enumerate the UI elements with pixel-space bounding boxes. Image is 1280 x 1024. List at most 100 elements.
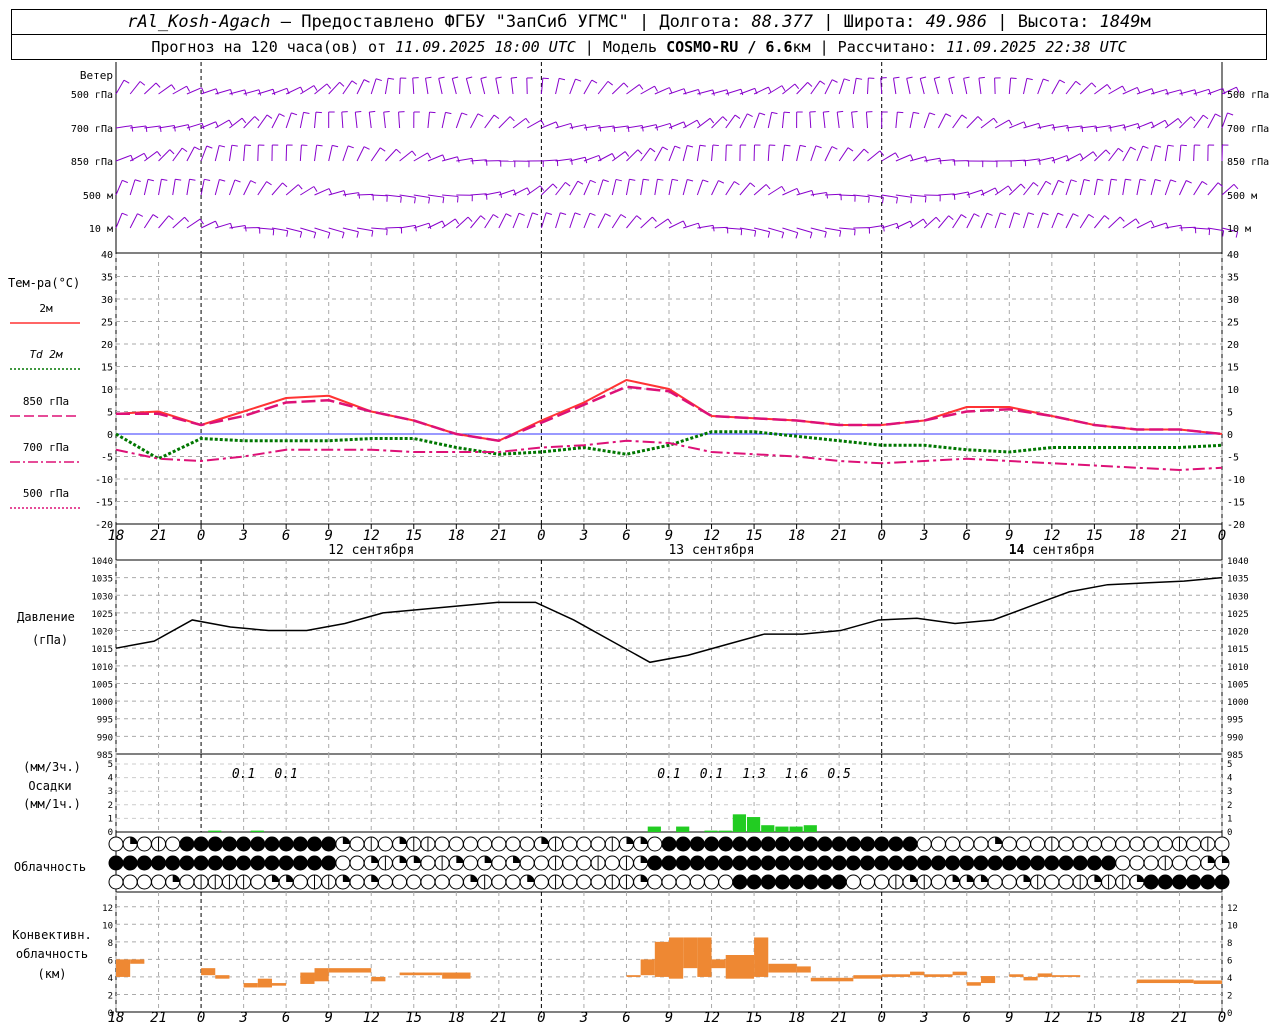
temp-legend-label-4: 500 гПа	[23, 487, 69, 500]
cloud-symbol	[292, 874, 308, 890]
conv-bar-15	[654, 941, 669, 977]
wind-barb-feather	[1091, 82, 1097, 88]
precip-ytick-left-4: 1	[108, 814, 113, 824]
wind-barb-feather	[121, 212, 128, 216]
wind-barb-feather	[1119, 216, 1125, 222]
conv-bar-22	[768, 963, 797, 973]
time-tick-conv-6: 12	[363, 1010, 380, 1024]
wind-barb-feather	[1059, 79, 1066, 84]
wind-barb-feather	[1135, 218, 1140, 224]
wind-barb-feather	[1075, 80, 1081, 86]
wind-barb	[895, 112, 898, 129]
wind-barb	[952, 191, 969, 196]
cloud-symbol-quarter	[541, 837, 549, 844]
wind-barb	[172, 85, 187, 95]
forecast-label: Прогноз на 120 часа(ов) от	[151, 38, 396, 56]
wind-barb-feather	[961, 214, 967, 219]
temp-legend-label-2: 850 гПа	[23, 395, 69, 408]
precip-title: Осадки	[28, 779, 71, 793]
conv-bar-29	[952, 971, 967, 976]
cloud-symbol	[1143, 855, 1159, 871]
cloud-symbol	[604, 855, 620, 871]
wind-barb	[129, 213, 138, 229]
wind-barb-feather	[315, 111, 322, 114]
cloud-symbol	[321, 855, 337, 871]
wind-barb-feather	[565, 181, 571, 187]
wind-barb	[933, 78, 939, 95]
temp-legend-label-0: 2м	[39, 302, 53, 315]
wind-barb	[824, 146, 833, 162]
wind-barb	[484, 214, 494, 229]
wind-barb-feather	[351, 80, 358, 85]
precip-ytick-left-2: 3	[108, 787, 113, 797]
wind-barb-feather	[379, 147, 386, 152]
wind-barb	[512, 117, 527, 129]
wind-barb	[725, 181, 735, 196]
wind-barb	[172, 147, 183, 162]
time-tick-temp-21: 9	[1005, 528, 1013, 544]
wind-barb	[1094, 125, 1111, 129]
wind-barb	[796, 190, 813, 196]
wind-barb	[952, 114, 963, 129]
time-tick-temp-3: 3	[238, 528, 247, 544]
wind-barb-feather	[241, 117, 247, 124]
wind-barb	[413, 194, 430, 198]
wind-barb-feather	[147, 178, 154, 182]
cloud-symbol	[250, 836, 266, 852]
wind-barb-feather	[173, 125, 176, 132]
conv-bar-0	[116, 959, 131, 977]
temp-ytick-left-3: 25	[101, 318, 113, 329]
cloud-symbol-quarter	[413, 856, 421, 863]
temp-ytick-left-7: 5	[107, 408, 113, 419]
wind-barb	[1051, 180, 1059, 196]
time-tick-conv-1: 21	[150, 1010, 167, 1024]
wind-barb-feather	[299, 231, 303, 238]
conv-bar-11	[399, 972, 443, 976]
cloud-symbol	[278, 836, 294, 852]
wind-barb	[455, 216, 469, 229]
wind-barb	[186, 146, 195, 162]
wind-barb	[880, 77, 883, 95]
wind-barb-feather	[532, 212, 539, 216]
wind-barb-feather	[1122, 85, 1126, 92]
wind-barb	[1150, 119, 1166, 129]
wind-barb-feather	[795, 232, 799, 239]
conv-bar-25	[853, 975, 882, 979]
precip-bar-9	[775, 826, 789, 832]
wind-barb	[725, 88, 742, 95]
time-tick-temp-8: 18	[448, 528, 465, 544]
wind-barb	[427, 194, 444, 198]
time-tick-temp-16: 18	[788, 528, 805, 544]
wind-barb-feather	[1028, 212, 1035, 215]
time-tick-conv-21: 9	[1005, 1010, 1013, 1024]
wind-level-right-2: 850 гПа	[1227, 157, 1269, 168]
wind-barb-feather	[429, 111, 436, 114]
cloud-symbol	[704, 874, 720, 890]
wind-barb	[753, 184, 767, 196]
wind-barb-feather	[219, 179, 226, 182]
wind-barb	[186, 122, 203, 129]
wind-barb	[1136, 88, 1153, 95]
wind-barb	[328, 145, 333, 162]
wind-barb	[465, 78, 471, 95]
wind-barb	[456, 157, 473, 162]
wind-barb-feather	[355, 110, 362, 113]
wind-barb-feather	[539, 185, 545, 191]
wind-barb-feather	[781, 232, 785, 239]
wind-barb	[711, 89, 728, 95]
cloud-symbol	[1001, 874, 1017, 890]
cloud-symbol	[1157, 874, 1173, 890]
wind-barb-feather	[414, 197, 416, 204]
wind-barb	[711, 180, 719, 196]
wind-barb-feather	[442, 154, 446, 161]
wind-barb	[214, 145, 220, 162]
time-tick-temp-1: 21	[150, 528, 167, 544]
wind-barb	[371, 194, 388, 197]
cloud-symbol	[151, 855, 167, 871]
cloud-symbol	[661, 874, 677, 890]
wind-barb-feather	[847, 147, 854, 152]
wind-barb-feather	[922, 218, 928, 225]
wind-barb-feather	[636, 215, 642, 220]
wind-barb-feather	[442, 197, 445, 204]
wind-barb	[526, 119, 542, 129]
